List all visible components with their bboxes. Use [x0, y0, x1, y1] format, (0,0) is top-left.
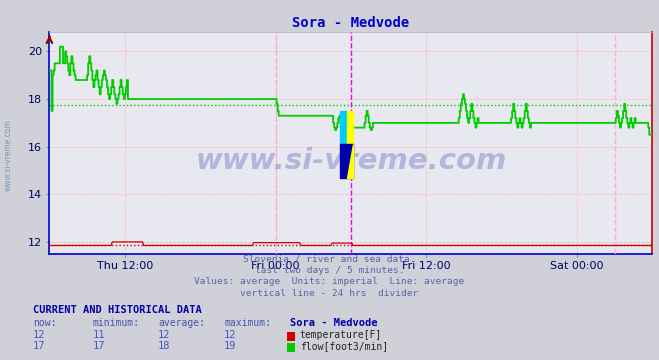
Bar — [341, 111, 347, 144]
Polygon shape — [341, 144, 353, 177]
Text: minimum:: minimum: — [92, 318, 139, 328]
Title: Sora - Medvode: Sora - Medvode — [293, 16, 409, 30]
Text: now:: now: — [33, 318, 57, 328]
Text: 17: 17 — [92, 341, 105, 351]
Text: temperature[F]: temperature[F] — [300, 330, 382, 340]
Polygon shape — [347, 144, 353, 177]
Text: 12: 12 — [158, 330, 171, 340]
Text: 12: 12 — [33, 330, 45, 340]
Text: 19: 19 — [224, 341, 237, 351]
Text: 17: 17 — [33, 341, 45, 351]
Bar — [347, 111, 353, 144]
Text: average:: average: — [158, 318, 205, 328]
Text: 18: 18 — [158, 341, 171, 351]
Text: flow[foot3/min]: flow[foot3/min] — [300, 341, 388, 351]
Text: www.si-vreme.com: www.si-vreme.com — [3, 119, 13, 191]
Text: vertical line - 24 hrs  divider: vertical line - 24 hrs divider — [241, 289, 418, 298]
Text: 11: 11 — [92, 330, 105, 340]
Text: last two days / 5 minutes.: last two days / 5 minutes. — [255, 266, 404, 275]
Text: 12: 12 — [224, 330, 237, 340]
Text: Slovenia / river and sea data.: Slovenia / river and sea data. — [243, 254, 416, 263]
Text: maximum:: maximum: — [224, 318, 271, 328]
Text: Sora - Medvode: Sora - Medvode — [290, 318, 378, 328]
Text: Values: average  Units: imperial  Line: average: Values: average Units: imperial Line: av… — [194, 277, 465, 286]
Text: CURRENT AND HISTORICAL DATA: CURRENT AND HISTORICAL DATA — [33, 305, 202, 315]
Text: www.si-vreme.com: www.si-vreme.com — [195, 147, 507, 175]
